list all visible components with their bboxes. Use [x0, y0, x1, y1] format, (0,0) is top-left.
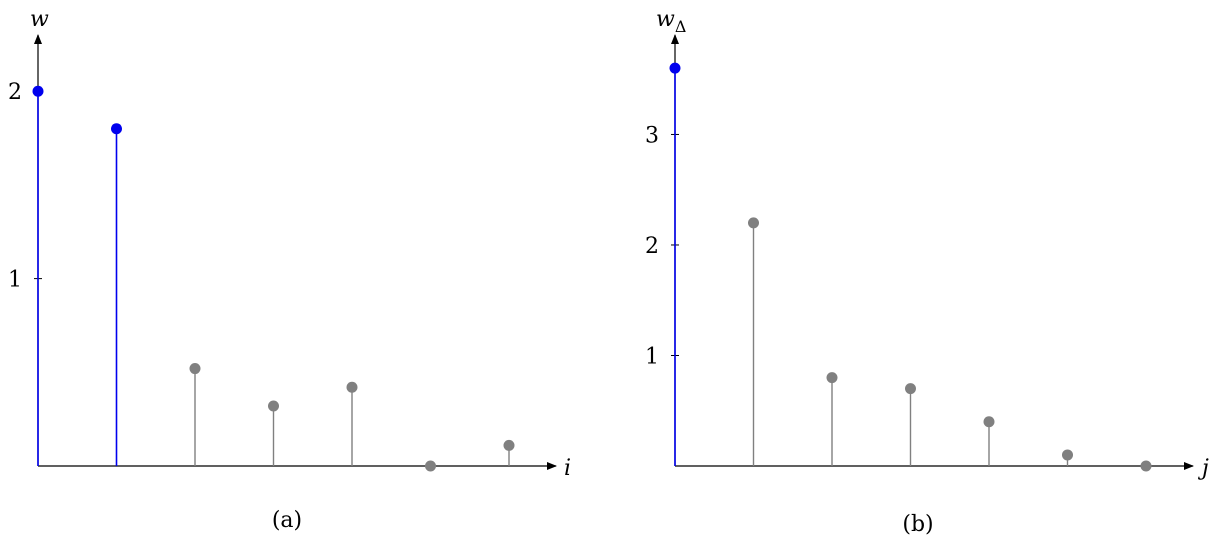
- chart-b-stem-marker: [1062, 449, 1073, 461]
- chart-a-stem-marker: [189, 363, 201, 375]
- chart-a-y-tick-label: 1: [8, 268, 22, 293]
- chart-b-y-tick-label: 3: [645, 123, 659, 148]
- chart-b-caption: (b): [902, 512, 933, 537]
- chart-b-stem-marker: [669, 62, 681, 74]
- chart-b-y-axis-label-main: w: [656, 7, 675, 32]
- chart-b-stem-marker: [748, 217, 759, 229]
- chart-a-stem-marker: [32, 85, 44, 97]
- chart-b-y-axis-label-sub: Δ: [675, 17, 687, 36]
- chart-a-stem-marker: [425, 460, 436, 472]
- chart-b-x-axis-label: j: [1197, 456, 1209, 481]
- chart-b-y-tick-label: 2: [645, 234, 659, 259]
- chart-a: 1 2 w i (a): [8, 7, 571, 533]
- chart-b-stem-marker: [1140, 460, 1152, 472]
- chart-a-stem-marker: [346, 381, 358, 393]
- chart-a-y-tick-label: 2: [8, 80, 22, 105]
- chart-a-stem-marker: [503, 439, 515, 451]
- chart-b-y-axis-label: wΔ: [656, 7, 686, 36]
- chart-b: 1 2 3 wΔ j (b): [645, 7, 1209, 537]
- chart-b-stem-marker: [826, 372, 838, 384]
- chart-b-stem-marker: [983, 416, 995, 428]
- chart-b-y-tick-label: 1: [645, 344, 659, 369]
- chart-a-caption: (a): [272, 508, 302, 533]
- chart-a-x-axis-label: i: [564, 456, 571, 481]
- chart-a-y-axis-label: w: [30, 7, 49, 32]
- chart-a-stem-marker: [111, 123, 122, 135]
- chart-b-stem-marker: [905, 383, 916, 395]
- chart-a-stem-marker: [268, 400, 279, 412]
